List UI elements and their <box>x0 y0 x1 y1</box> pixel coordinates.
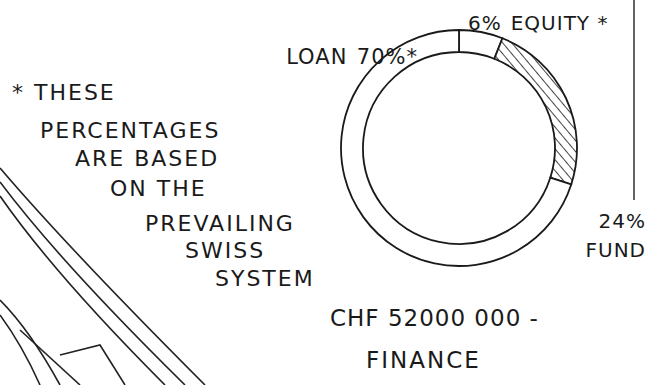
annotation-line: PREVAILING <box>145 211 295 236</box>
frame-line <box>633 0 634 200</box>
slice-label-part: LOAN <box>286 45 347 69</box>
chart: 6% EQUITY * 24% FUND LOAN 70%* * THESE PERCENTA… <box>0 0 652 385</box>
slice-label: 6% EQUITY * <box>468 11 608 35</box>
slice-label: 24% FUND <box>585 209 646 262</box>
annotation-line: SYSTEM <box>215 266 315 291</box>
subtitle: FINANCE <box>366 347 481 373</box>
slice-label-part: EQUITY * <box>511 11 609 35</box>
annotation-line: ON THE <box>110 176 207 201</box>
sketch-line <box>60 345 125 385</box>
annotation-line: SWISS <box>185 238 265 263</box>
donut-slice <box>341 30 571 266</box>
slice-label-part: 24% <box>599 209 646 233</box>
slice-label-part: 70%* <box>357 45 418 69</box>
title: CHF 52000 000 - <box>330 305 539 331</box>
annotation-line: * THESE <box>12 80 116 105</box>
annotation-line: PERCENTAGES <box>40 118 220 143</box>
slice-label: LOAN 70%* <box>286 45 418 69</box>
donut-slice <box>494 38 577 184</box>
sketch-line <box>0 196 165 385</box>
annotation-line: ARE BASED <box>75 146 219 171</box>
slice-label-part: 6% <box>468 11 502 35</box>
donut <box>341 30 577 266</box>
slice-label-part: FUND <box>585 238 646 262</box>
sketch-line <box>0 300 60 385</box>
sketch-line <box>20 330 80 385</box>
sketch-line <box>0 315 40 385</box>
